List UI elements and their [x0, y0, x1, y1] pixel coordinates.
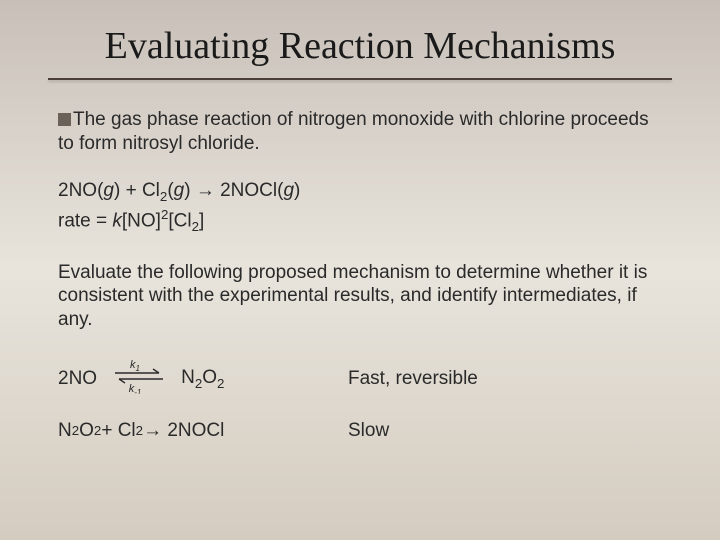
- eq-part: ) → 2NOCl(: [184, 180, 283, 201]
- eq-part: 2NO(: [58, 180, 103, 201]
- mechanism-step-1: 2NO k1 k-1 N2O2 Fast, reversible: [58, 358, 662, 400]
- eq-part: N: [181, 367, 195, 388]
- eq-part: ) + Cl: [114, 180, 160, 201]
- rate-part: [Cl: [168, 210, 191, 231]
- rate-part: [NO]: [122, 210, 161, 231]
- content-area: The gas phase reaction of nitrogen monox…: [0, 80, 720, 442]
- rate-part: rate =: [58, 210, 112, 231]
- eq-state: g: [283, 180, 294, 201]
- step1-equation: 2NO k1 k-1 N2O2: [58, 358, 348, 400]
- step2-description: Slow: [348, 420, 389, 442]
- eq-sub: 2: [136, 423, 143, 438]
- step1-rhs: N2O2: [181, 367, 224, 391]
- eq-part: → 2NOCl: [143, 420, 224, 442]
- eq-part: + Cl: [101, 420, 135, 442]
- mechanism-step-2: N2O2 + Cl2 → 2NOCl Slow: [58, 420, 662, 442]
- svg-text:k-1: k-1: [129, 383, 142, 394]
- intro-paragraph: The gas phase reaction of nitrogen monox…: [58, 108, 662, 156]
- bullet-icon: [58, 113, 71, 126]
- intro-text: The gas phase reaction of nitrogen monox…: [58, 109, 649, 154]
- eq-sub: 2: [72, 423, 79, 438]
- page-title: Evaluating Reaction Mechanisms: [0, 0, 720, 78]
- equilibrium-arrow-icon: k1 k-1: [107, 358, 171, 400]
- eq-state: g: [174, 180, 185, 201]
- overall-equation: 2NO(g) + Cl2(g) → 2NOCl(g): [58, 178, 662, 206]
- step1-description: Fast, reversible: [348, 368, 478, 390]
- rate-k: k: [112, 210, 122, 231]
- eq-part: ): [294, 180, 300, 201]
- rate-sub: 2: [192, 219, 199, 234]
- eq-sub: 2: [217, 376, 224, 391]
- rate-law: rate = k[NO]2[Cl2]: [58, 206, 662, 237]
- eq-part: N: [58, 420, 72, 442]
- eq-part: O: [202, 367, 217, 388]
- overall-equation-block: 2NO(g) + Cl2(g) → 2NOCl(g) rate = k[NO] 2…: [58, 178, 662, 237]
- step2-equation: N2O2 + Cl2 → 2NOCl: [58, 420, 348, 442]
- eq-part: O: [79, 420, 94, 442]
- svg-text:k1: k1: [130, 359, 140, 373]
- eq-state: g: [103, 180, 114, 201]
- eq-sub: 2: [94, 423, 101, 438]
- rate-part: ]: [199, 210, 204, 231]
- evaluate-paragraph: Evaluate the following proposed mechanis…: [58, 261, 662, 332]
- step1-lhs: 2NO: [58, 368, 97, 390]
